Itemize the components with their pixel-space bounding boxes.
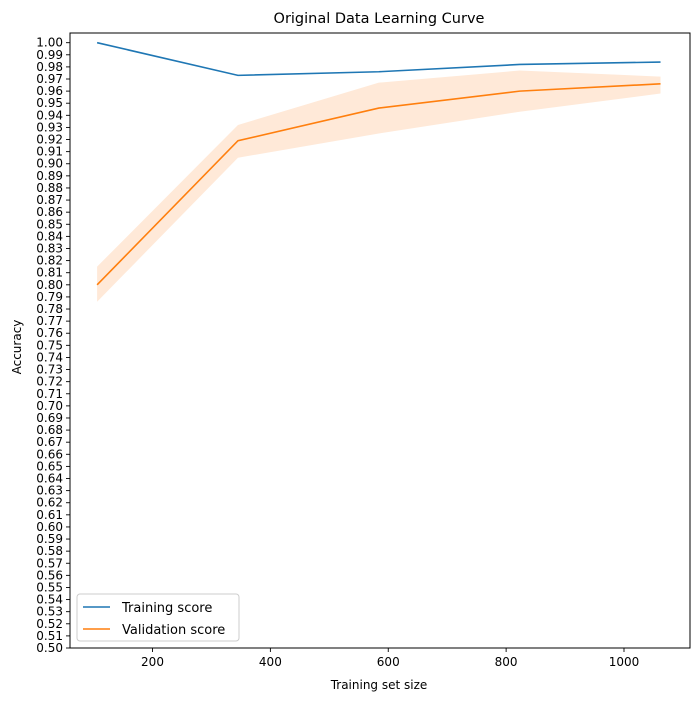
y-tick-label: 0.91 [36,145,63,159]
y-tick-label: 0.59 [36,532,63,546]
y-tick-label: 0.83 [36,241,63,255]
y-tick-label: 0.93 [36,120,63,134]
y-tick-label: 0.70 [36,399,63,413]
x-axis-title: Training set size [330,678,428,692]
y-tick-label: 0.58 [36,544,63,558]
y-tick-label: 0.68 [36,423,63,437]
y-tick-label: 0.85 [36,217,63,231]
series-1-band [97,70,661,302]
y-tick-label: 0.74 [36,350,63,364]
legend-label: Training score [121,601,212,616]
y-tick-label: 0.63 [36,484,63,498]
y-tick-label: 0.52 [36,617,63,631]
y-tick-label: 0.55 [36,580,63,594]
y-tick-label: 0.89 [36,169,63,183]
legend-box [76,593,240,642]
series-0-line [96,41,661,77]
y-tick-label: 0.75 [36,338,63,352]
y-tick-label: 0.95 [36,96,63,110]
y-tick-label: 0.71 [36,387,63,401]
y-tick-label: 0.88 [36,181,63,195]
y-axis: 0.500.510.520.530.540.550.560.570.580.59… [36,36,70,655]
y-tick-label: 0.50 [36,641,63,655]
y-tick-label: 0.57 [36,556,63,570]
y-tick-label: 0.78 [36,302,63,316]
y-tick-label: 0.69 [36,411,63,425]
y-tick-label: 0.56 [36,568,63,582]
y-tick-label: 0.98 [36,60,63,74]
plot-frame [69,32,691,649]
y-tick-label: 0.87 [36,193,63,207]
y-tick-label: 0.92 [36,133,63,147]
y-tick-label: 0.97 [36,72,63,86]
x-tick-label: 200 [141,655,164,669]
y-tick-label: 0.64 [36,472,63,486]
y-tick-label: 0.77 [36,314,63,328]
y-tick-label: 0.94 [36,108,63,122]
x-axis: 200 400 600 800 1000 [141,648,639,669]
y-tick-label: 0.81 [36,266,63,280]
chart-title: Original Data Learning Curve [274,11,485,27]
y-tick-label: 0.72 [36,375,63,389]
y-tick-label: 0.82 [36,254,63,268]
y-tick-label: 0.99 [36,48,63,62]
y-tick-label: 0.80 [36,278,63,292]
y-tick-label: 0.62 [36,496,63,510]
y-axis-title: Accuracy [10,320,24,375]
plot-area [96,41,661,302]
y-tick-label: 0.67 [36,435,63,449]
y-tick-label: 0.53 [36,605,63,619]
y-tick-label: 0.60 [36,520,63,534]
y-tick-label: 0.90 [36,157,63,171]
y-tick-label: 0.66 [36,447,63,461]
y-tick-label: 0.79 [36,290,63,304]
y-tick-label: 0.96 [36,84,63,98]
series-1-line [96,83,661,286]
legend: Training score Validation score [76,593,240,642]
y-tick-label: 1.00 [36,36,63,50]
y-tick-label: 0.51 [36,629,63,643]
y-tick-label: 0.86 [36,205,63,219]
legend-label: Validation score [122,623,225,638]
x-tick-label: 400 [259,655,282,669]
x-tick-label: 800 [495,655,518,669]
x-tick-label: 1000 [609,655,640,669]
x-tick-label: 600 [377,655,400,669]
y-tick-label: 0.76 [36,326,63,340]
y-tick-label: 0.61 [36,508,63,522]
y-tick-label: 0.65 [36,459,63,473]
y-tick-label: 0.73 [36,363,63,377]
y-tick-label: 0.84 [36,229,63,243]
y-tick-label: 0.54 [36,593,63,607]
